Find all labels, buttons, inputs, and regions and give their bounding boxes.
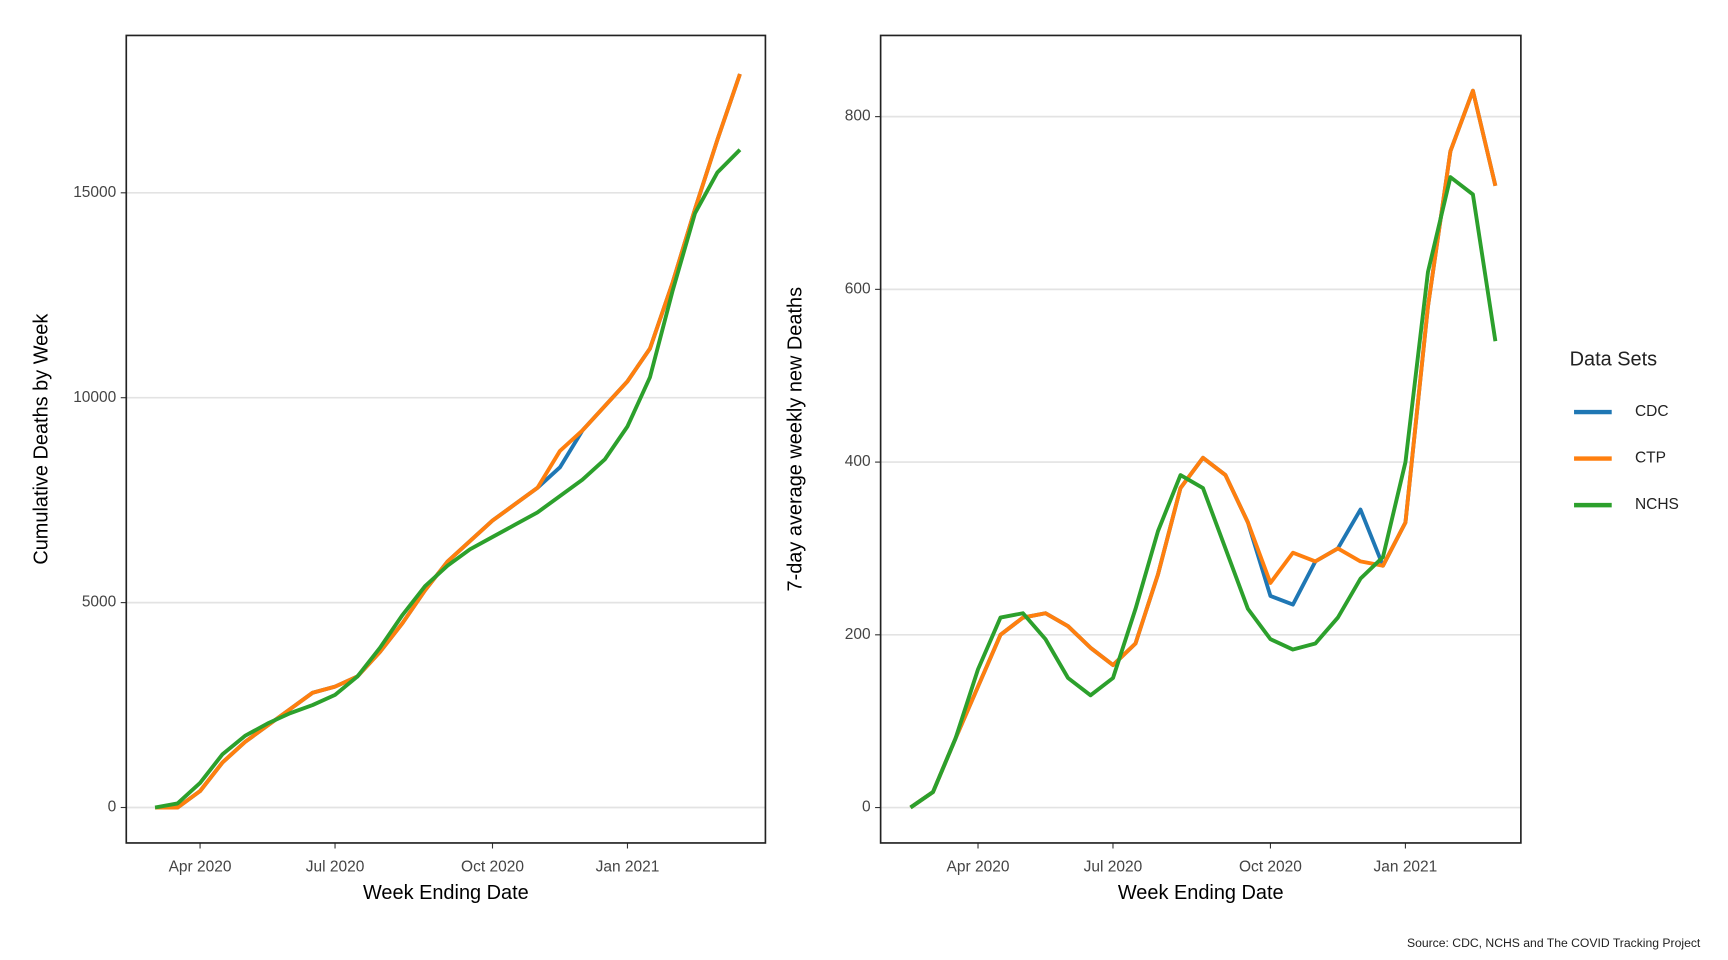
x-tick-label: Jul 2020 xyxy=(1084,858,1143,875)
x-tick-label: Apr 2020 xyxy=(947,858,1010,875)
y-tick-label: 15000 xyxy=(73,184,116,201)
plot-area: Data Sets Source: CDC, NCHS and The COVI… xyxy=(30,34,1701,950)
data-line xyxy=(909,175,1498,810)
data-line xyxy=(154,148,742,810)
data-line xyxy=(155,73,742,810)
y-tick-label: 800 xyxy=(845,108,871,125)
x-tick-label: Jul 2020 xyxy=(306,858,365,875)
x-tick-label: Jan 2021 xyxy=(596,858,660,875)
x-tick-label: Apr 2020 xyxy=(169,858,232,875)
data-line xyxy=(155,73,742,810)
x-tick-label: Oct 2020 xyxy=(1239,858,1302,875)
x-axis-title: Week Ending Date xyxy=(363,882,529,904)
y-tick-label: 400 xyxy=(845,453,871,470)
source-note: Source: CDC, NCHS and The COVID Tracking… xyxy=(1407,936,1701,950)
x-tick-label: Oct 2020 xyxy=(461,858,524,875)
x-tick-label: Jan 2021 xyxy=(1374,858,1438,875)
plot-frame xyxy=(879,34,1522,844)
y-axis-title: 7-day average weekly new Deaths xyxy=(785,287,807,592)
x-axis-title: Week Ending Date xyxy=(1118,882,1284,904)
y-tick-label: 0 xyxy=(862,799,871,816)
y-tick-label: 200 xyxy=(845,626,871,643)
legend-title: Data Sets xyxy=(1570,348,1658,370)
y-tick-label: 0 xyxy=(108,799,117,816)
y-tick-label: 10000 xyxy=(73,389,116,406)
legend-label: NCHS xyxy=(1635,496,1679,513)
y-tick-label: 600 xyxy=(845,280,871,297)
plot-frame xyxy=(125,34,767,844)
y-axis-title: Cumulative Deaths by Week xyxy=(30,314,52,565)
legend-label: CTP xyxy=(1635,450,1666,467)
legend-label: CDC xyxy=(1635,403,1669,420)
data-line xyxy=(909,88,1498,810)
y-tick-label: 5000 xyxy=(82,594,117,611)
